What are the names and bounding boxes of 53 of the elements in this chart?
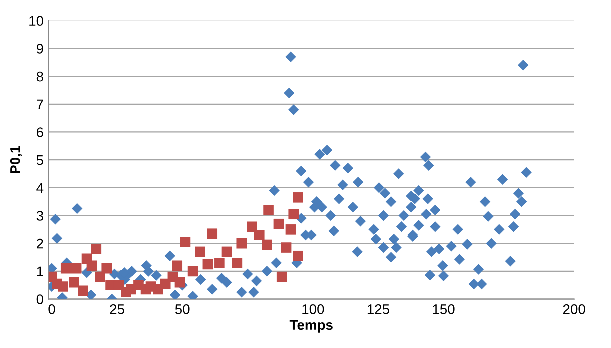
- y-tick-label: 7: [37, 100, 44, 110]
- point: [114, 280, 124, 291]
- point: [264, 205, 274, 216]
- point: [293, 250, 304, 262]
- point: [254, 230, 265, 240]
- point: [160, 278, 171, 290]
- y-tick-label: 2: [36, 238, 44, 249]
- point: [69, 277, 80, 288]
- point: [247, 222, 258, 232]
- x-tick-label: 100: [302, 304, 324, 314]
- point: [288, 209, 299, 220]
- point: [195, 246, 206, 258]
- y-tick-label: 4: [36, 183, 44, 193]
- point: [180, 237, 191, 248]
- x-axis-title: Temps: [290, 320, 333, 333]
- point: [207, 228, 218, 240]
- point: [188, 266, 198, 277]
- y-tick-label: 3: [36, 211, 44, 221]
- y-tick-label: 6: [37, 128, 44, 138]
- x-tick-label: 25: [110, 304, 124, 314]
- y-axis-title: P0,1: [10, 146, 22, 174]
- point: [172, 260, 183, 272]
- point: [86, 260, 98, 272]
- point: [58, 282, 68, 292]
- point: [71, 264, 82, 274]
- point: [95, 272, 106, 282]
- point: [276, 272, 288, 282]
- y-tick-label: 1: [37, 266, 44, 276]
- point: [214, 258, 225, 268]
- y-tick-label: 5: [36, 156, 44, 166]
- point: [222, 246, 232, 258]
- point: [281, 242, 292, 253]
- y-tick-label: 8: [36, 72, 44, 82]
- x-tick-label: 0: [48, 304, 56, 314]
- point: [236, 238, 248, 249]
- x-tick-label: 150: [433, 304, 455, 314]
- x-tick-label: 125: [368, 304, 390, 314]
- point: [91, 244, 102, 254]
- point: [293, 192, 304, 203]
- point: [102, 264, 112, 274]
- x-tick-label: 200: [563, 304, 586, 314]
- point: [232, 258, 243, 268]
- point: [78, 286, 89, 296]
- point: [286, 224, 296, 235]
- x-tick-label: 50: [175, 304, 190, 314]
- y-tick-label: 10: [30, 16, 44, 26]
- point: [274, 218, 284, 230]
- point: [60, 264, 72, 274]
- point: [262, 240, 272, 250]
- y-tick-label: 0: [36, 294, 44, 304]
- point: [202, 259, 214, 270]
- point: [174, 277, 186, 288]
- y-tick-label: 9: [36, 44, 44, 54]
